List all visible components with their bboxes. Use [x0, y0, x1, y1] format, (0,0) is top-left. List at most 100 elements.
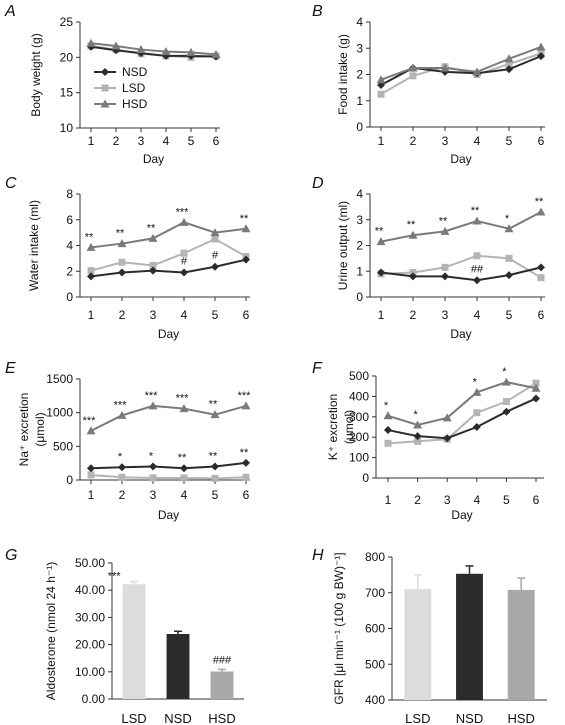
data-point-hsd: [440, 63, 450, 72]
data-point-nsd: [537, 52, 545, 61]
y-tick-label: 500: [365, 657, 385, 671]
y-tick-label: 500: [53, 439, 73, 453]
data-point-nsd: [502, 407, 511, 416]
data-point-nsd: [377, 268, 385, 277]
data-point-hsd: [241, 401, 251, 410]
y-tick-label: 0: [66, 290, 73, 304]
data-point-hsd: [472, 216, 482, 225]
data-point-lsd: [377, 90, 385, 98]
data-point-lsd: [118, 258, 126, 266]
significance-marker: **: [85, 231, 94, 243]
significance-marker: *: [149, 451, 154, 463]
data-point-hsd: [440, 226, 450, 235]
x-tick-label: 4: [163, 134, 170, 148]
data-point-hsd: [148, 233, 158, 242]
x-tick-label: 4: [181, 488, 188, 502]
x-tick-label: 4: [474, 308, 481, 322]
x-tick-label: 3: [444, 493, 451, 507]
x-tick-label: 1: [378, 308, 385, 322]
data-point-lsd: [409, 72, 417, 80]
x-axis-label: Day: [451, 508, 472, 522]
legend-marker-lsd: [101, 84, 109, 92]
data-point-lsd: [87, 267, 95, 275]
series-line-hsd: [90, 221, 247, 249]
y-tick-label: 800: [365, 550, 385, 564]
significance-marker: ***: [238, 390, 252, 402]
data-point-nsd: [149, 462, 157, 471]
x-tick-label: 5: [188, 134, 195, 148]
legend-marker-nsd: [101, 68, 109, 76]
panel-label: E: [5, 360, 16, 377]
category-label: LSD: [405, 711, 430, 725]
data-point-lsd: [473, 409, 481, 417]
x-tick-label: 6: [243, 488, 250, 502]
x-tick-label: 2: [119, 308, 126, 322]
data-point-hsd: [86, 426, 96, 435]
data-point-hsd: [136, 45, 146, 54]
y-tick-label: 1: [356, 264, 363, 278]
panel-label: H: [312, 547, 324, 564]
y-tick-label: 3: [356, 41, 363, 55]
y-axis-label: Food intake (g): [336, 34, 350, 115]
x-tick-label: 4: [473, 493, 480, 507]
data-point-nsd: [413, 432, 422, 441]
data-point-hsd: [536, 42, 546, 51]
data-point-nsd: [409, 272, 417, 281]
panel-label: C: [5, 175, 17, 192]
x-tick-label: 5: [212, 308, 219, 322]
x-axis-label: Day: [143, 152, 164, 166]
y-tick-label: 0: [362, 471, 369, 485]
significance-marker: ***: [176, 206, 190, 218]
data-point-lsd: [441, 263, 449, 271]
bar-hsd: [210, 671, 234, 699]
bar-lsd: [122, 584, 146, 699]
x-tick-label: 1: [88, 488, 95, 502]
y-tick-label: 400: [349, 389, 369, 403]
significance-marker: ***: [114, 399, 128, 411]
y-tick-label: 100: [349, 451, 369, 465]
data-point-hsd: [241, 224, 251, 233]
significance-marker: *: [473, 376, 478, 388]
legend-entry-lsd: LSD: [122, 81, 146, 95]
data-point-lsd: [414, 437, 422, 445]
y-axis-label: Aldosterone (nmol 24 h⁻¹): [44, 562, 58, 700]
series-line-nsd: [380, 266, 542, 282]
x-tick-label: 1: [378, 134, 385, 148]
y-tick-label: 30.00: [75, 610, 105, 624]
data-point-lsd: [505, 60, 513, 68]
data-point-hsd: [161, 47, 171, 56]
data-point-nsd: [242, 255, 250, 264]
significance-marker: *: [502, 366, 507, 378]
data-point-nsd: [505, 271, 513, 280]
x-tick-label: 3: [150, 308, 157, 322]
data-point-nsd: [472, 423, 481, 431]
significance-marker: *: [505, 213, 510, 225]
data-point-hsd: [179, 404, 189, 413]
x-tick-label: 6: [243, 308, 250, 322]
y-axis-label: Na⁺ excretion: [17, 393, 31, 467]
panel-label: A: [4, 3, 16, 20]
x-tick-label: 1: [88, 134, 95, 148]
data-point-nsd: [211, 462, 219, 471]
series-line-lsd: [387, 382, 537, 445]
panel-label: D: [312, 175, 324, 192]
x-tick-label: 2: [119, 488, 126, 502]
data-point-hsd: [472, 67, 482, 76]
y-tick-label: 2: [66, 264, 73, 278]
data-point-lsd: [242, 473, 250, 481]
x-tick-label: 6: [213, 134, 220, 148]
significance-marker: ###: [213, 654, 232, 666]
series-line-hsd: [90, 404, 247, 432]
data-point-hsd: [148, 401, 158, 410]
data-point-nsd: [473, 276, 481, 285]
data-point-nsd: [532, 394, 540, 403]
data-point-lsd: [118, 473, 126, 481]
y-tick-label: 300: [349, 410, 369, 424]
x-tick-label: 2: [113, 134, 120, 148]
data-point-hsd: [210, 410, 220, 419]
data-point-hsd: [111, 41, 121, 50]
series-line-nsd: [90, 258, 247, 278]
data-point-nsd: [118, 268, 126, 277]
legend-entry-hsd: HSD: [122, 97, 148, 111]
